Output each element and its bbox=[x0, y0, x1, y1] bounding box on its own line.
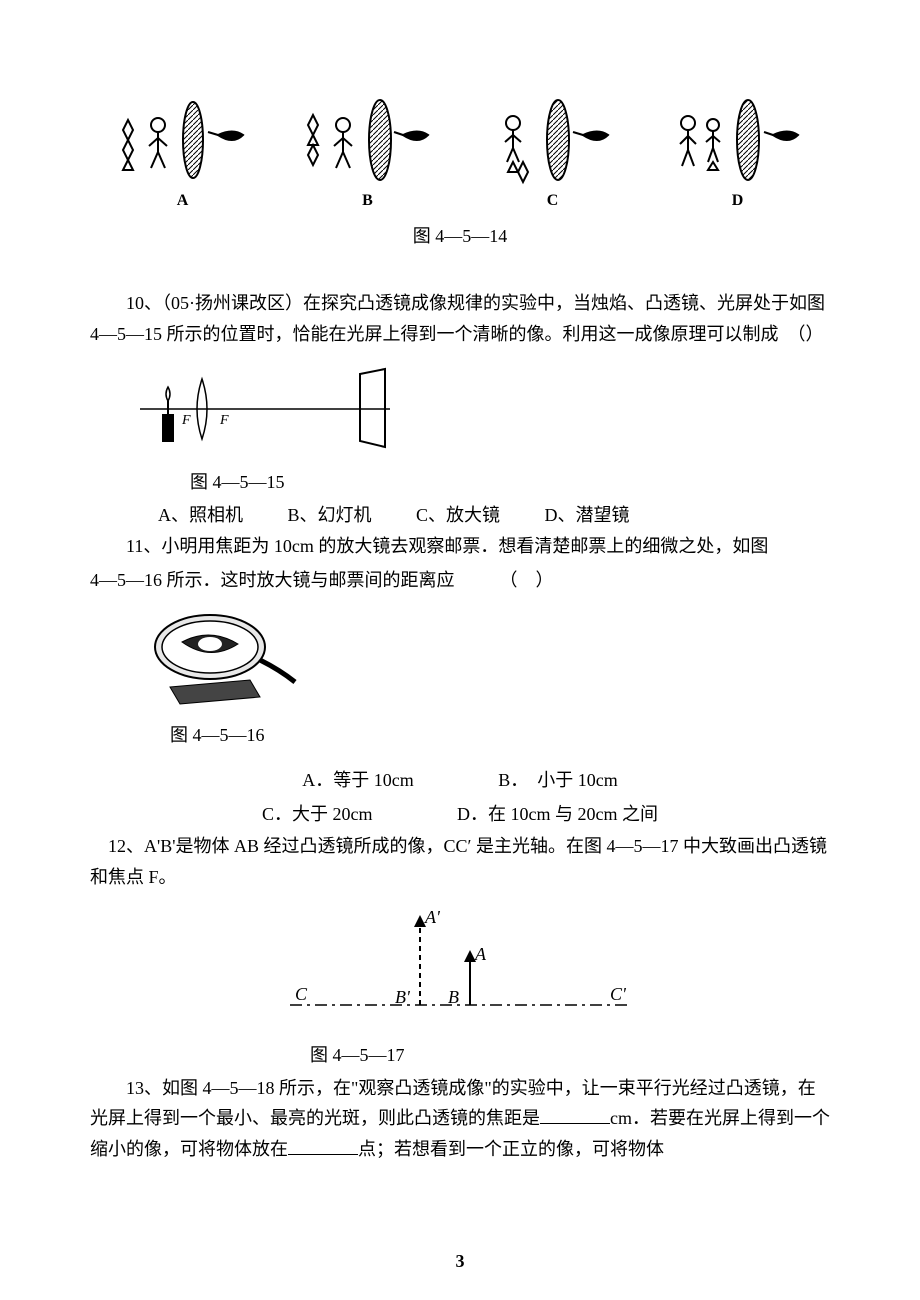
fig14-caption: 图 4—5—14 bbox=[90, 222, 830, 248]
figure-4-5-17: C C' A' B' A B bbox=[90, 905, 830, 1035]
q11-choice-a: A．等于 10cm bbox=[302, 770, 414, 790]
q11-choice-d: D．在 10cm 与 20cm 之间 bbox=[457, 804, 658, 824]
svg-text:F: F bbox=[181, 413, 191, 428]
q11-choice-b: B． 小于 10cm bbox=[498, 770, 618, 790]
q10-choice-b: B、幻灯机 bbox=[288, 505, 372, 525]
label-C: C bbox=[295, 984, 308, 1004]
figure-4-5-15: F F bbox=[140, 359, 830, 464]
fig14-option-a: A bbox=[113, 90, 253, 210]
q13-part3: 点；若想看到一个正立的像，可将物体 bbox=[358, 1139, 664, 1159]
q10-choice-a: A、照相机 bbox=[158, 505, 243, 525]
q13-blank1[interactable] bbox=[540, 1106, 610, 1124]
q10-choice-c: C、放大镜 bbox=[416, 505, 500, 525]
q10-text: 10、（05·扬州课改区）在探究凸透镜成像规律的实验中，当烛焰、凸透镜、光屏处于… bbox=[90, 288, 830, 349]
q13-blank2[interactable] bbox=[288, 1137, 358, 1155]
fig14-option-c: C bbox=[483, 90, 623, 210]
svg-text:F: F bbox=[219, 413, 229, 428]
figure-4-5-16 bbox=[140, 602, 830, 717]
fig14-label-d: D bbox=[732, 192, 744, 210]
label-B: B bbox=[448, 987, 459, 1007]
figure-4-5-14-options: A B bbox=[90, 90, 830, 210]
q12-text: 12、A'B'是物体 AB 经过凸透镜所成的像，CC′ 是主光轴。在图 4—5—… bbox=[90, 831, 830, 892]
page-number: 3 bbox=[0, 1251, 920, 1272]
fig15-caption: 图 4—5—15 bbox=[190, 468, 830, 494]
q11-choice-c: C．大于 20cm bbox=[262, 804, 373, 824]
q10-choice-d: D、潜望镜 bbox=[545, 505, 630, 525]
q11-choices-row2: C．大于 20cm D．在 10cm 与 20cm 之间 bbox=[90, 797, 830, 831]
fig14-label-c: C bbox=[547, 192, 559, 210]
fig17-caption: 图 4—5—17 bbox=[310, 1041, 830, 1067]
fig14-label-a: A bbox=[177, 192, 189, 210]
q11-line2: 4—5—16 所示．这时放大镜与邮票间的距离应 （ ） bbox=[90, 565, 830, 596]
label-Cp: C' bbox=[610, 984, 627, 1004]
fig14-option-b: B bbox=[298, 90, 438, 210]
label-Ap: A' bbox=[424, 907, 441, 927]
label-A: A bbox=[474, 944, 487, 964]
q10-choices: A、照相机 B、幻灯机 C、放大镜 D、潜望镜 bbox=[158, 500, 830, 531]
fig16-caption: 图 4—5—16 bbox=[170, 721, 830, 747]
q13-text: 13、如图 4—5—18 所示，在"观察凸透镜成像"的实验中，让一束平行光经过凸… bbox=[90, 1073, 830, 1165]
q11-line1: 11、小明用焦距为 10cm 的放大镜去观察邮票．想看清楚邮票上的细微之处，如图 bbox=[90, 531, 830, 562]
q11-choices-row1: A．等于 10cm B． 小于 10cm bbox=[90, 763, 830, 797]
fig14-option-d: D bbox=[668, 90, 808, 210]
fig14-label-b: B bbox=[362, 192, 373, 210]
label-Bp: B' bbox=[395, 987, 411, 1007]
